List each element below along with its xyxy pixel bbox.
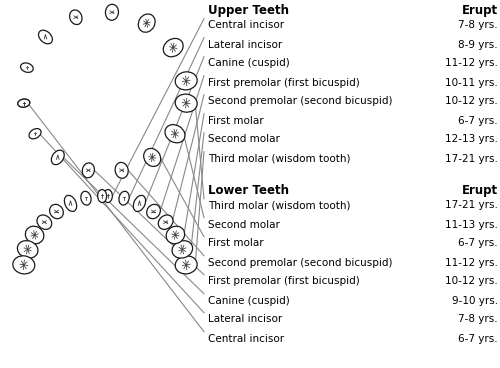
Text: 10-12 yrs.: 10-12 yrs.: [446, 276, 498, 287]
Ellipse shape: [138, 14, 155, 32]
Text: Erupt: Erupt: [462, 4, 498, 17]
Text: Lateral incisor: Lateral incisor: [208, 315, 282, 325]
Ellipse shape: [18, 241, 38, 258]
Ellipse shape: [175, 94, 197, 112]
Text: Third molar (wisdom tooth): Third molar (wisdom tooth): [208, 153, 350, 163]
Ellipse shape: [165, 125, 185, 143]
Text: 10-12 yrs.: 10-12 yrs.: [446, 96, 498, 106]
Text: 17-21 yrs.: 17-21 yrs.: [445, 153, 498, 163]
Text: 11-13 yrs.: 11-13 yrs.: [445, 219, 498, 230]
Text: 17-21 yrs.: 17-21 yrs.: [445, 201, 498, 210]
Text: Central incisor: Central incisor: [208, 333, 284, 343]
Text: 12-13 yrs.: 12-13 yrs.: [445, 134, 498, 145]
Ellipse shape: [106, 4, 118, 20]
Text: 8-9 yrs.: 8-9 yrs.: [458, 39, 498, 50]
Ellipse shape: [134, 195, 145, 212]
Ellipse shape: [158, 215, 173, 229]
Text: 7-8 yrs.: 7-8 yrs.: [458, 21, 498, 31]
Text: Second molar: Second molar: [208, 134, 280, 145]
Ellipse shape: [164, 38, 183, 57]
Ellipse shape: [175, 72, 197, 90]
Ellipse shape: [172, 241, 193, 258]
Text: First molar: First molar: [208, 238, 264, 248]
Text: Second premolar (second bicuspid): Second premolar (second bicuspid): [208, 258, 392, 268]
Text: Upper Teeth: Upper Teeth: [208, 4, 289, 17]
Ellipse shape: [104, 190, 112, 202]
Text: Lower Teeth: Lower Teeth: [208, 184, 289, 197]
Text: Canine (cuspid): Canine (cuspid): [208, 296, 290, 305]
Ellipse shape: [166, 226, 184, 244]
Text: First premolar (first bicuspid): First premolar (first bicuspid): [208, 276, 360, 287]
Ellipse shape: [26, 226, 44, 244]
Ellipse shape: [81, 191, 91, 205]
Text: 9-10 yrs.: 9-10 yrs.: [452, 296, 498, 305]
Text: 7-8 yrs.: 7-8 yrs.: [458, 315, 498, 325]
Text: 11-12 yrs.: 11-12 yrs.: [445, 59, 498, 68]
Ellipse shape: [37, 215, 52, 229]
Text: 11-12 yrs.: 11-12 yrs.: [445, 258, 498, 268]
Ellipse shape: [38, 30, 52, 44]
Text: Erupt: Erupt: [462, 184, 498, 197]
Text: 10-11 yrs.: 10-11 yrs.: [446, 78, 498, 88]
Ellipse shape: [98, 190, 106, 202]
Text: 6-7 yrs.: 6-7 yrs.: [458, 333, 498, 343]
Ellipse shape: [64, 195, 76, 212]
Text: Third molar (wisdom tooth): Third molar (wisdom tooth): [208, 201, 350, 210]
Ellipse shape: [50, 204, 64, 219]
Ellipse shape: [70, 10, 82, 25]
Ellipse shape: [82, 163, 94, 178]
Text: 6-7 yrs.: 6-7 yrs.: [458, 238, 498, 248]
Text: 6-7 yrs.: 6-7 yrs.: [458, 116, 498, 125]
Text: First premolar (first bicuspid): First premolar (first bicuspid): [208, 78, 360, 88]
Text: Second molar: Second molar: [208, 219, 280, 230]
Ellipse shape: [18, 99, 30, 107]
Ellipse shape: [119, 191, 129, 205]
Ellipse shape: [18, 99, 30, 107]
Ellipse shape: [13, 256, 35, 274]
Ellipse shape: [144, 148, 160, 166]
Text: Lateral incisor: Lateral incisor: [208, 39, 282, 50]
Ellipse shape: [146, 204, 160, 219]
Ellipse shape: [115, 162, 128, 178]
Text: Canine (cuspid): Canine (cuspid): [208, 59, 290, 68]
Ellipse shape: [20, 63, 33, 72]
Ellipse shape: [52, 150, 64, 165]
Ellipse shape: [29, 128, 41, 139]
Text: Second premolar (second bicuspid): Second premolar (second bicuspid): [208, 96, 392, 106]
Text: Central incisor: Central incisor: [208, 21, 284, 31]
Ellipse shape: [175, 256, 197, 274]
Text: First molar: First molar: [208, 116, 264, 125]
